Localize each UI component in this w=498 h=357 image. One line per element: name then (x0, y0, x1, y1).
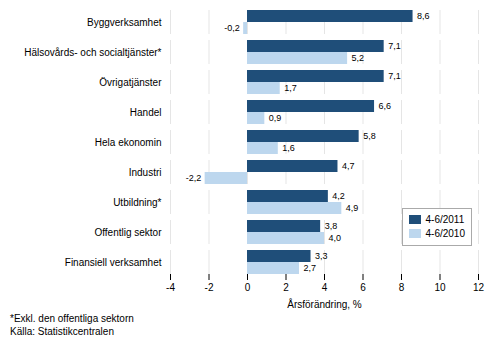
svg-text:Hela ekonomin: Hela ekonomin (95, 137, 162, 148)
svg-text:2: 2 (283, 282, 289, 293)
svg-text:8,6: 8,6 (417, 11, 430, 21)
svg-text:6: 6 (360, 282, 366, 293)
svg-text:-2,2: -2,2 (186, 173, 202, 183)
svg-text:10: 10 (434, 282, 446, 293)
svg-text:3,3: 3,3 (315, 251, 328, 261)
svg-text:Industri: Industri (129, 167, 162, 178)
html-text:4-6/2010: 4-6/2010 (425, 228, 465, 239)
svg-text:0: 0 (245, 282, 251, 293)
svg-text:-2: -2 (205, 282, 214, 293)
svg-text:Hälsovårds- och socialtjänster: Hälsovårds- och socialtjänster* (24, 47, 161, 58)
svg-text:1,6: 1,6 (282, 143, 295, 153)
html-text:Källa: Statistikcentralen: Källa: Statistikcentralen (10, 326, 114, 337)
svg-text:Finansiell verksamhet: Finansiell verksamhet (65, 257, 162, 268)
svg-text:5,2: 5,2 (352, 53, 365, 63)
svg-text:1,7: 1,7 (284, 83, 297, 93)
svg-text:-0,2: -0,2 (224, 23, 240, 33)
svg-text:4,2: 4,2 (332, 191, 345, 201)
svg-text:0,9: 0,9 (269, 113, 282, 123)
svg-text:Handel: Handel (130, 107, 162, 118)
svg-text:7,1: 7,1 (388, 71, 401, 81)
svg-text:Övrigatjänster: Övrigatjänster (99, 77, 162, 88)
svg-text:4,9: 4,9 (346, 203, 359, 213)
svg-text:4,0: 4,0 (329, 233, 342, 243)
svg-text:4,7: 4,7 (342, 161, 355, 171)
svg-text:12: 12 (473, 282, 485, 293)
svg-text:2,7: 2,7 (303, 263, 316, 273)
svg-text:6,6: 6,6 (379, 101, 392, 111)
svg-text:5,8: 5,8 (363, 131, 376, 141)
svg-text:4: 4 (322, 282, 328, 293)
svg-text:7,1: 7,1 (388, 41, 401, 51)
svg-text:Årsförändring, %: Årsförändring, % (287, 298, 362, 310)
html-text:4-6/2011: 4-6/2011 (425, 214, 465, 225)
svg-text:Utbildning*: Utbildning* (113, 197, 161, 208)
html-text:*Exkl. den offentliga sektorn: *Exkl. den offentliga sektorn (10, 313, 134, 324)
svg-text:Byggverksamhet: Byggverksamhet (87, 17, 162, 28)
svg-text:-4: -4 (166, 282, 175, 293)
svg-text:Offentlig sektor: Offentlig sektor (94, 227, 162, 238)
svg-text:3,8: 3,8 (325, 221, 338, 231)
svg-text:8: 8 (399, 282, 405, 293)
